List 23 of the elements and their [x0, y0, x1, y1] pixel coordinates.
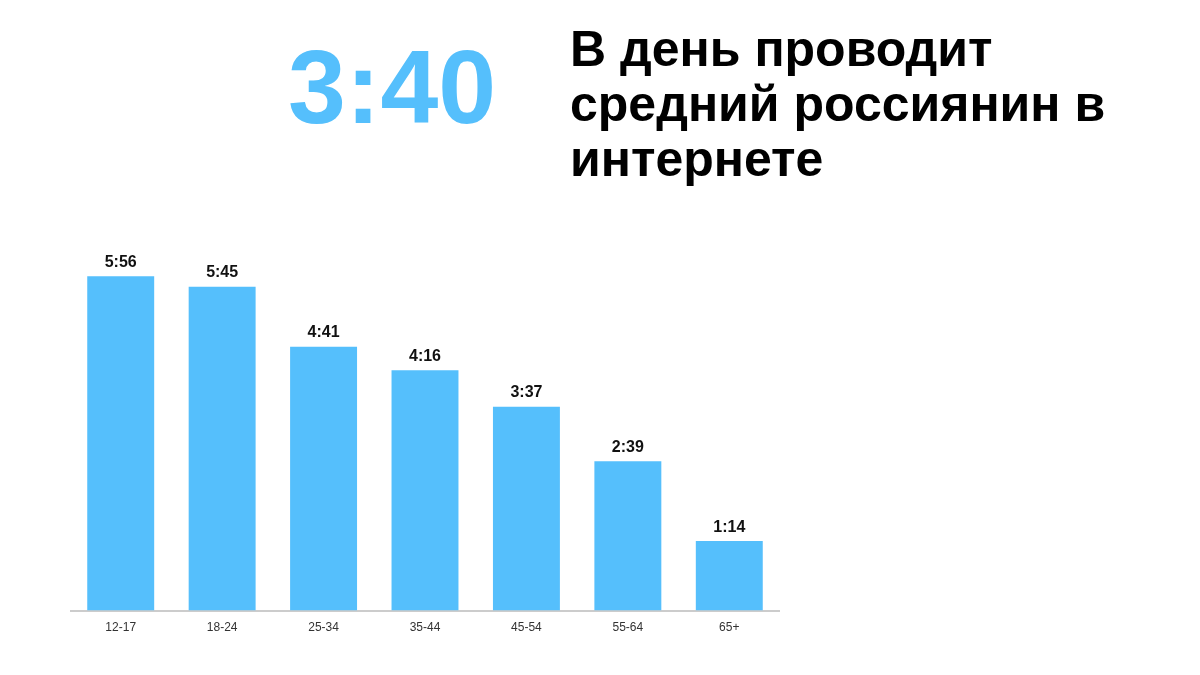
chart-title: В день проводит средний россиянин в интернете — [570, 21, 1107, 187]
x-tick-label: 35-44 — [409, 620, 441, 635]
text: 3:40 — [288, 29, 497, 145]
bar — [87, 276, 155, 611]
data-label: 5:45 — [206, 263, 239, 281]
x-tick-label: 12-17 — [105, 620, 137, 635]
bar — [594, 461, 662, 611]
bar — [695, 541, 763, 611]
x-tick-label: 55-64 — [612, 620, 644, 635]
data-label: 2:39 — [611, 437, 644, 455]
data-label: 4:16 — [408, 346, 442, 364]
data-label: 1:14 — [713, 517, 746, 535]
bar — [290, 346, 358, 611]
bar — [492, 406, 560, 611]
x-tick-label: 65+ — [719, 620, 740, 635]
x-tick-label: 25-34 — [308, 620, 340, 635]
data-label: 4:41 — [307, 323, 340, 341]
bar — [391, 370, 459, 611]
bar — [188, 286, 256, 611]
x-tick-label: 18-24 — [206, 620, 238, 635]
data-label: 3:37 — [510, 383, 543, 401]
x-tick-label: 45-54 — [511, 620, 543, 635]
data-label: 5:56 — [104, 252, 137, 270]
